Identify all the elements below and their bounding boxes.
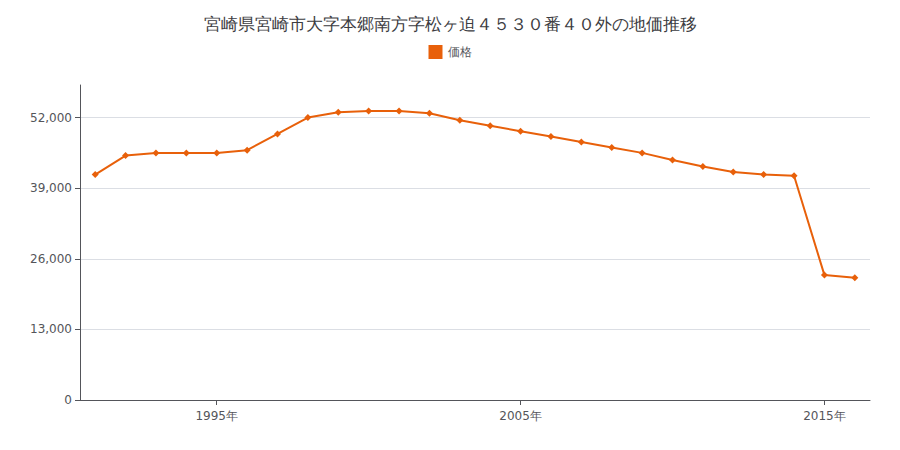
svg-text:52,000: 52,000 — [30, 111, 72, 125]
svg-text:価格: 価格 — [448, 45, 472, 59]
svg-text:2015年: 2015年 — [803, 409, 846, 423]
svg-text:2005年: 2005年 — [499, 409, 542, 423]
svg-text:26,000: 26,000 — [30, 252, 72, 266]
svg-text:宮崎県宮崎市大字本郷南方字松ヶ迫４５３０番４０外の地価推移: 宮崎県宮崎市大字本郷南方字松ヶ迫４５３０番４０外の地価推移 — [204, 14, 697, 34]
svg-text:13,000: 13,000 — [30, 322, 72, 336]
svg-text:39,000: 39,000 — [30, 181, 72, 195]
svg-text:0: 0 — [64, 393, 72, 407]
svg-text:1995年: 1995年 — [195, 409, 238, 423]
